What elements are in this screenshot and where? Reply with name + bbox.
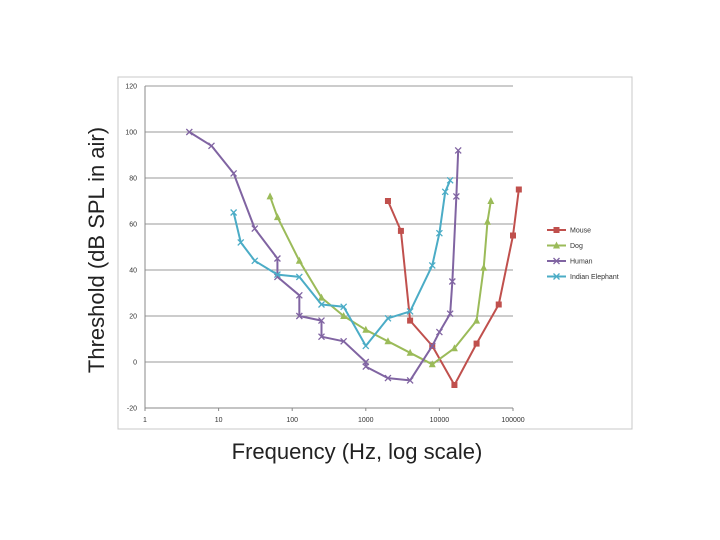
data-point	[553, 241, 560, 249]
data-point	[230, 169, 238, 177]
x-tick-label: 1	[143, 417, 147, 424]
data-point	[407, 317, 414, 324]
x-tick-label: 100000	[501, 417, 524, 424]
y-tick-label: 20	[129, 314, 137, 321]
series-dog	[266, 192, 495, 368]
legend-label: Indian Elephant	[570, 274, 619, 281]
x-tick-label: 10	[215, 417, 223, 424]
data-point	[515, 186, 522, 193]
data-point	[251, 225, 259, 233]
x-tick-label: 1000	[358, 417, 374, 424]
data-point	[441, 188, 449, 196]
data-point	[451, 382, 458, 388]
data-point	[487, 197, 495, 204]
y-tick-label: -20	[127, 406, 137, 413]
data-point	[473, 316, 481, 324]
data-point	[384, 198, 391, 204]
data-point	[317, 293, 325, 301]
data-point	[483, 217, 491, 225]
data-point	[473, 340, 480, 347]
legend-entry-indian-elephant: Indian Elephant	[547, 273, 619, 281]
data-point	[450, 344, 458, 352]
data-point	[266, 192, 274, 200]
y-tick-label: 80	[129, 176, 137, 183]
data-point	[273, 255, 281, 262]
series-lines	[185, 128, 522, 388]
data-point	[318, 301, 325, 308]
data-point	[230, 209, 238, 216]
data-point	[295, 256, 303, 264]
data-point	[435, 229, 443, 237]
series-human	[185, 128, 462, 384]
data-point	[384, 314, 392, 322]
y-tick-label: 40	[129, 268, 137, 275]
legend-label: Mouse	[570, 228, 591, 235]
series-line-indian-elephant	[232, 179, 452, 347]
legend-label: Dog	[570, 243, 583, 250]
data-point	[384, 374, 392, 382]
data-point	[406, 307, 414, 315]
series-indian-elephant	[230, 176, 454, 350]
legend-entry-mouse: Mouse	[547, 227, 591, 235]
data-point	[362, 363, 370, 371]
data-point	[251, 257, 259, 265]
data-point	[362, 325, 370, 333]
data-point	[340, 337, 348, 345]
data-point	[340, 312, 348, 319]
data-point	[185, 128, 193, 136]
data-point	[397, 227, 404, 234]
data-point	[428, 261, 436, 269]
data-point	[448, 278, 456, 285]
x-tick-labels: 1 10 100 1000 10000 100000	[143, 408, 525, 424]
legend: Mouse Dog Human Indian Elephant	[547, 227, 619, 281]
data-point	[454, 146, 462, 154]
data-point	[495, 301, 502, 308]
data-point	[340, 303, 348, 311]
data-point	[295, 273, 303, 281]
data-point	[362, 342, 370, 350]
data-point	[237, 238, 245, 246]
data-point	[406, 348, 414, 356]
data-point	[384, 337, 392, 345]
data-point	[553, 273, 560, 280]
y-tick-label: 100	[125, 130, 137, 137]
data-point	[273, 271, 281, 279]
x-tick-label: 100	[286, 417, 298, 424]
data-point	[428, 360, 436, 368]
data-point	[208, 142, 215, 150]
data-point	[318, 317, 325, 325]
data-point	[428, 342, 436, 350]
plot-area	[145, 86, 513, 408]
y-tick-labels: -20 0 20 40 60 80 100 120	[125, 84, 137, 413]
data-point	[510, 232, 516, 239]
x-tick-label: 10000	[430, 417, 450, 424]
data-point	[446, 176, 454, 184]
y-tick-label: 0	[133, 360, 137, 367]
data-point	[435, 328, 443, 336]
series-line-dog	[269, 196, 492, 366]
data-point	[318, 333, 325, 341]
data-point	[295, 312, 303, 320]
y-tick-label: 60	[129, 222, 137, 229]
data-point	[273, 213, 281, 221]
data-point	[452, 192, 460, 200]
x-axis-title: Frequency (Hz, log scale)	[232, 439, 483, 464]
data-point	[553, 257, 560, 265]
data-point	[553, 227, 560, 233]
data-point	[480, 263, 488, 271]
legend-label: Human	[570, 259, 593, 266]
data-point	[295, 291, 303, 299]
y-axis-title: Threshold (dB SPL in air)	[84, 127, 109, 373]
data-point	[446, 310, 454, 318]
y-tick-label: 120	[125, 84, 137, 91]
data-point	[406, 376, 414, 384]
legend-entry-human: Human	[547, 257, 593, 266]
legend-entry-dog: Dog	[547, 241, 583, 250]
